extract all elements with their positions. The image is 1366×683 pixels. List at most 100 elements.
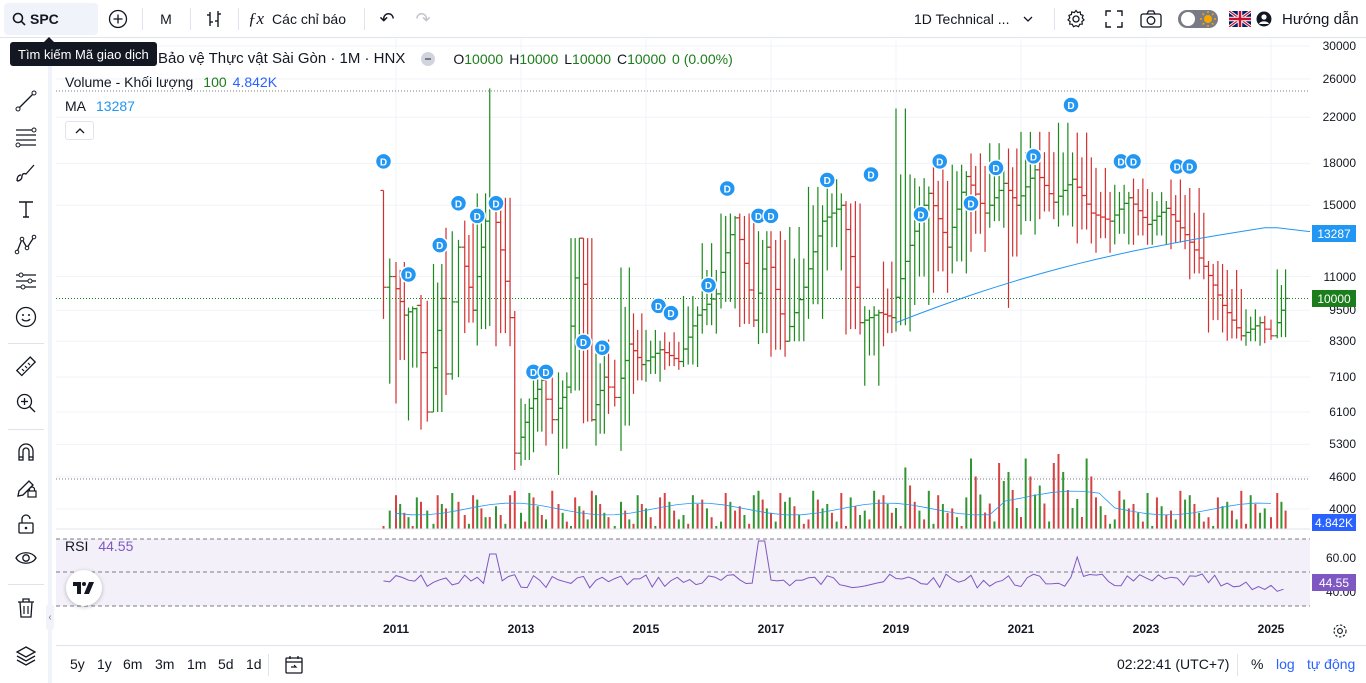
dividend-marker-label: D [455, 199, 462, 210]
settings-button[interactable] [1062, 0, 1090, 38]
collapse-toolbar-handle[interactable]: ‹ [46, 604, 54, 630]
volume-bar [904, 467, 907, 529]
volume-bar [599, 504, 602, 529]
fullscreen-button[interactable] [1100, 0, 1128, 38]
brush-tool[interactable] [10, 157, 42, 189]
rsi-tag: 44.55 [1312, 574, 1356, 591]
screenshot-button[interactable] [1137, 0, 1165, 38]
percent-scale-toggle[interactable]: % [1251, 656, 1264, 672]
scale-settings-button[interactable] [1330, 621, 1350, 641]
toolbar-divider [190, 8, 191, 30]
time-axis[interactable]: 2011 2013 2015 2017 2019 2021 2023 2025 [56, 620, 1310, 640]
magnet-tool[interactable] [10, 436, 42, 468]
volume-bar [984, 512, 987, 529]
time-tick-label: 2021 [1007, 622, 1035, 636]
auto-scale-toggle[interactable]: tự động [1307, 656, 1356, 672]
range-1m[interactable]: 1m [187, 656, 207, 672]
redo-icon: ↷ [415, 8, 431, 29]
dividend-marker-label: D [1030, 152, 1037, 163]
theme-toggle[interactable] [1177, 0, 1219, 38]
symbol-label: SPC [30, 11, 59, 27]
toolbar-divider [268, 654, 269, 676]
volume-bar [509, 495, 512, 529]
volume-bar [451, 493, 454, 529]
smiley-icon [15, 306, 37, 328]
volume-bar [524, 521, 527, 529]
range-5y[interactable]: 5y [70, 656, 85, 672]
volume-tag: 4.842K [1312, 514, 1356, 531]
volume-bar [1254, 504, 1257, 529]
volume-bar [1230, 510, 1233, 529]
tradingview-logo[interactable] [66, 570, 102, 606]
volume-bar [854, 506, 857, 529]
volume-bar [463, 515, 466, 529]
volume-bar [1034, 494, 1037, 529]
guide-button[interactable]: Hướng dẫn [1256, 0, 1362, 38]
icon-tool[interactable] [10, 301, 42, 333]
undo-button[interactable]: ↶ [374, 0, 400, 38]
bottom-toolbar: 5y 1y 6m 3m 1m 5d 1d 02:22:41 (UTC+7) % … [56, 645, 1366, 683]
interval-button[interactable]: M [160, 11, 172, 27]
range-1d[interactable]: 1d [246, 656, 262, 672]
price-tick-label: 15000 [1322, 198, 1356, 213]
range-1y[interactable]: 1y [97, 656, 112, 672]
language-button[interactable] [1228, 0, 1252, 38]
price-tick-label: 4600 [1329, 469, 1356, 484]
range-3m[interactable]: 3m [155, 656, 175, 672]
close-label: C [616, 50, 628, 67]
fib-tool[interactable] [10, 121, 42, 153]
volume-bar [582, 510, 585, 529]
object-tree-tool[interactable] [10, 640, 42, 672]
trend-line-tool[interactable] [10, 85, 42, 117]
dividend-marker-label: D [667, 309, 674, 320]
volume-bar [748, 523, 751, 529]
volume-bar [520, 512, 522, 529]
fullscreen-icon [1105, 10, 1123, 28]
symbol-search-button[interactable]: SPC [4, 3, 98, 35]
lock-all-tool[interactable] [10, 508, 42, 540]
goto-date-button[interactable] [284, 655, 304, 678]
volume-bar [909, 485, 912, 529]
volume-bar [499, 515, 502, 529]
pattern-tool[interactable] [10, 229, 42, 261]
remove-drawings-tool[interactable] [10, 592, 42, 624]
volume-bar [586, 519, 589, 529]
range-5d[interactable]: 5d [218, 656, 234, 672]
price-tick-label: 6100 [1329, 405, 1356, 420]
series-title: Bảo vệ Thực vật Sài Gòn · 1M · HNX [158, 50, 406, 67]
compare-add-button[interactable] [104, 0, 132, 38]
indicators-button[interactable]: ƒx Các chỉ báo [248, 0, 356, 38]
redo-button[interactable]: ↷ [410, 0, 436, 38]
time-tick-label: 2011 [382, 622, 410, 636]
zoom-in-tool[interactable] [10, 387, 42, 419]
toolbar-divider [8, 343, 44, 344]
volume-bar [913, 501, 916, 529]
measure-tool[interactable] [10, 351, 42, 383]
volume-bar [1226, 501, 1229, 529]
ma-line [895, 227, 1310, 324]
chart-type-button[interactable] [200, 0, 228, 38]
volume-bar [1270, 517, 1272, 529]
price-tick-label: 5300 [1329, 437, 1356, 452]
toolbar-divider [8, 584, 44, 585]
volume-bar [545, 519, 547, 529]
volume-bar [1280, 501, 1283, 529]
visibility-tool[interactable] [10, 542, 42, 574]
undo-icon: ↶ [379, 8, 395, 29]
layout-menu-button[interactable]: 1D Technical ... [914, 0, 1050, 38]
price-scale[interactable]: 30000 26000 22000 18000 15000 11000 9500 8300 71… [1310, 39, 1366, 611]
volume-bar [710, 517, 713, 529]
prediction-tool[interactable] [10, 265, 42, 297]
text-tool[interactable] [10, 193, 42, 225]
collapse-legend-button[interactable] [65, 121, 94, 140]
range-6m[interactable]: 6m [123, 656, 143, 672]
log-scale-toggle[interactable]: log [1276, 656, 1295, 672]
unlock-icon [18, 514, 34, 534]
volume-bar [743, 515, 746, 529]
lock-drawing-tool[interactable] [10, 472, 42, 504]
timezone-clock[interactable]: 02:22:41 (UTC+7) [1117, 656, 1230, 672]
dividend-marker [1024, 147, 1043, 166]
trash-icon [18, 598, 34, 618]
volume-bar [705, 508, 708, 529]
